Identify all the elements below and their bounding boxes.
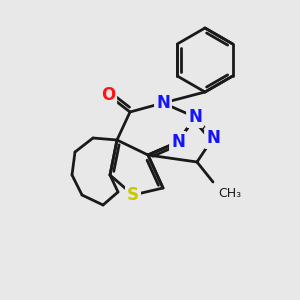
- Text: N: N: [171, 133, 185, 151]
- Text: CH₃: CH₃: [218, 187, 241, 200]
- Text: N: N: [188, 108, 202, 126]
- Text: O: O: [101, 86, 115, 104]
- Text: S: S: [127, 186, 139, 204]
- Text: N: N: [156, 94, 170, 112]
- Text: N: N: [206, 129, 220, 147]
